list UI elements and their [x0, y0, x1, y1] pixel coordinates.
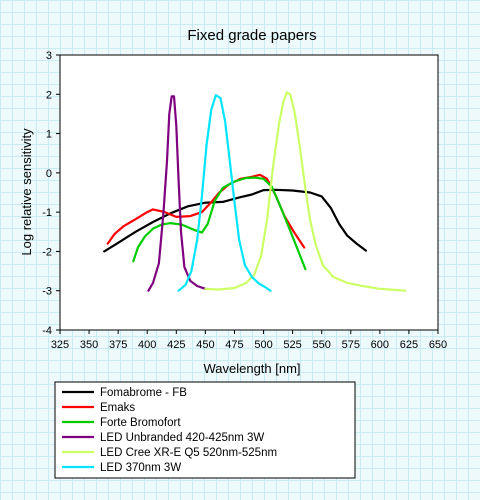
x-tick-label: 450: [196, 339, 214, 351]
y-tick-label: -3: [42, 286, 52, 298]
legend-label: Emaks: [100, 402, 135, 414]
y-tick-label: -1: [42, 207, 52, 219]
x-axis-label: Wavelength [nm]: [203, 361, 300, 376]
x-tick-label: 550: [313, 339, 331, 351]
x-tick-label: 350: [80, 339, 98, 351]
x-tick-label: 400: [138, 339, 156, 351]
y-tick-label: -4: [42, 325, 52, 337]
plot-area: [59, 54, 439, 331]
legend-label: Fomabrome - FB: [100, 387, 187, 399]
y-tick-label: 3: [46, 50, 52, 62]
legend-items: Fomabrome - FB Emaks Forte Bromofort LED Un…: [62, 387, 277, 474]
series-line: [103, 188, 367, 253]
x-tick-label: 650: [429, 339, 447, 351]
x-tick-label: 475: [225, 339, 243, 351]
plot-background: [59, 54, 439, 331]
legend-label: LED Cree XR-E Q5 520nm-525nm: [100, 447, 277, 459]
y-axis-label: Log relative sensitivity: [19, 128, 34, 256]
series-layer: [103, 91, 407, 292]
x-axis-ticks: 325 350 375 400 425 450 475 500 525 550 575 600 625 6…: [51, 330, 447, 351]
legend-box: [54, 381, 356, 479]
y-tick-label: 0: [46, 168, 52, 180]
x-tick-label: 575: [342, 339, 360, 351]
legend-label: Forte Bromofort: [100, 417, 181, 429]
y-tick-label: -2: [42, 246, 52, 258]
x-tick-label: 625: [400, 339, 418, 351]
series-line: [204, 91, 407, 292]
series-line: [132, 176, 307, 271]
y-tick-label: 2: [46, 89, 52, 101]
x-tick-label: 325: [51, 339, 69, 351]
legend-label: LED 370nm 3W: [100, 462, 181, 474]
chart-title: Fixed grade papers: [187, 27, 316, 44]
x-tick-label: 425: [167, 339, 185, 351]
x-tick-label: 375: [109, 339, 127, 351]
legend: Fomabrome - FB Emaks Forte Bromofort LED Un…: [54, 381, 356, 479]
series-line: [177, 94, 272, 292]
x-tick-label: 600: [371, 339, 389, 351]
x-tick-label: 525: [283, 339, 301, 351]
y-axis-ticks: -4 -3 -2 -1 0 1 2 3: [42, 50, 60, 337]
x-tick-label: 500: [254, 339, 272, 351]
y-tick-label: 1: [46, 129, 52, 141]
legend-label: LED Unbranded 420-425nm 3W: [100, 432, 264, 444]
